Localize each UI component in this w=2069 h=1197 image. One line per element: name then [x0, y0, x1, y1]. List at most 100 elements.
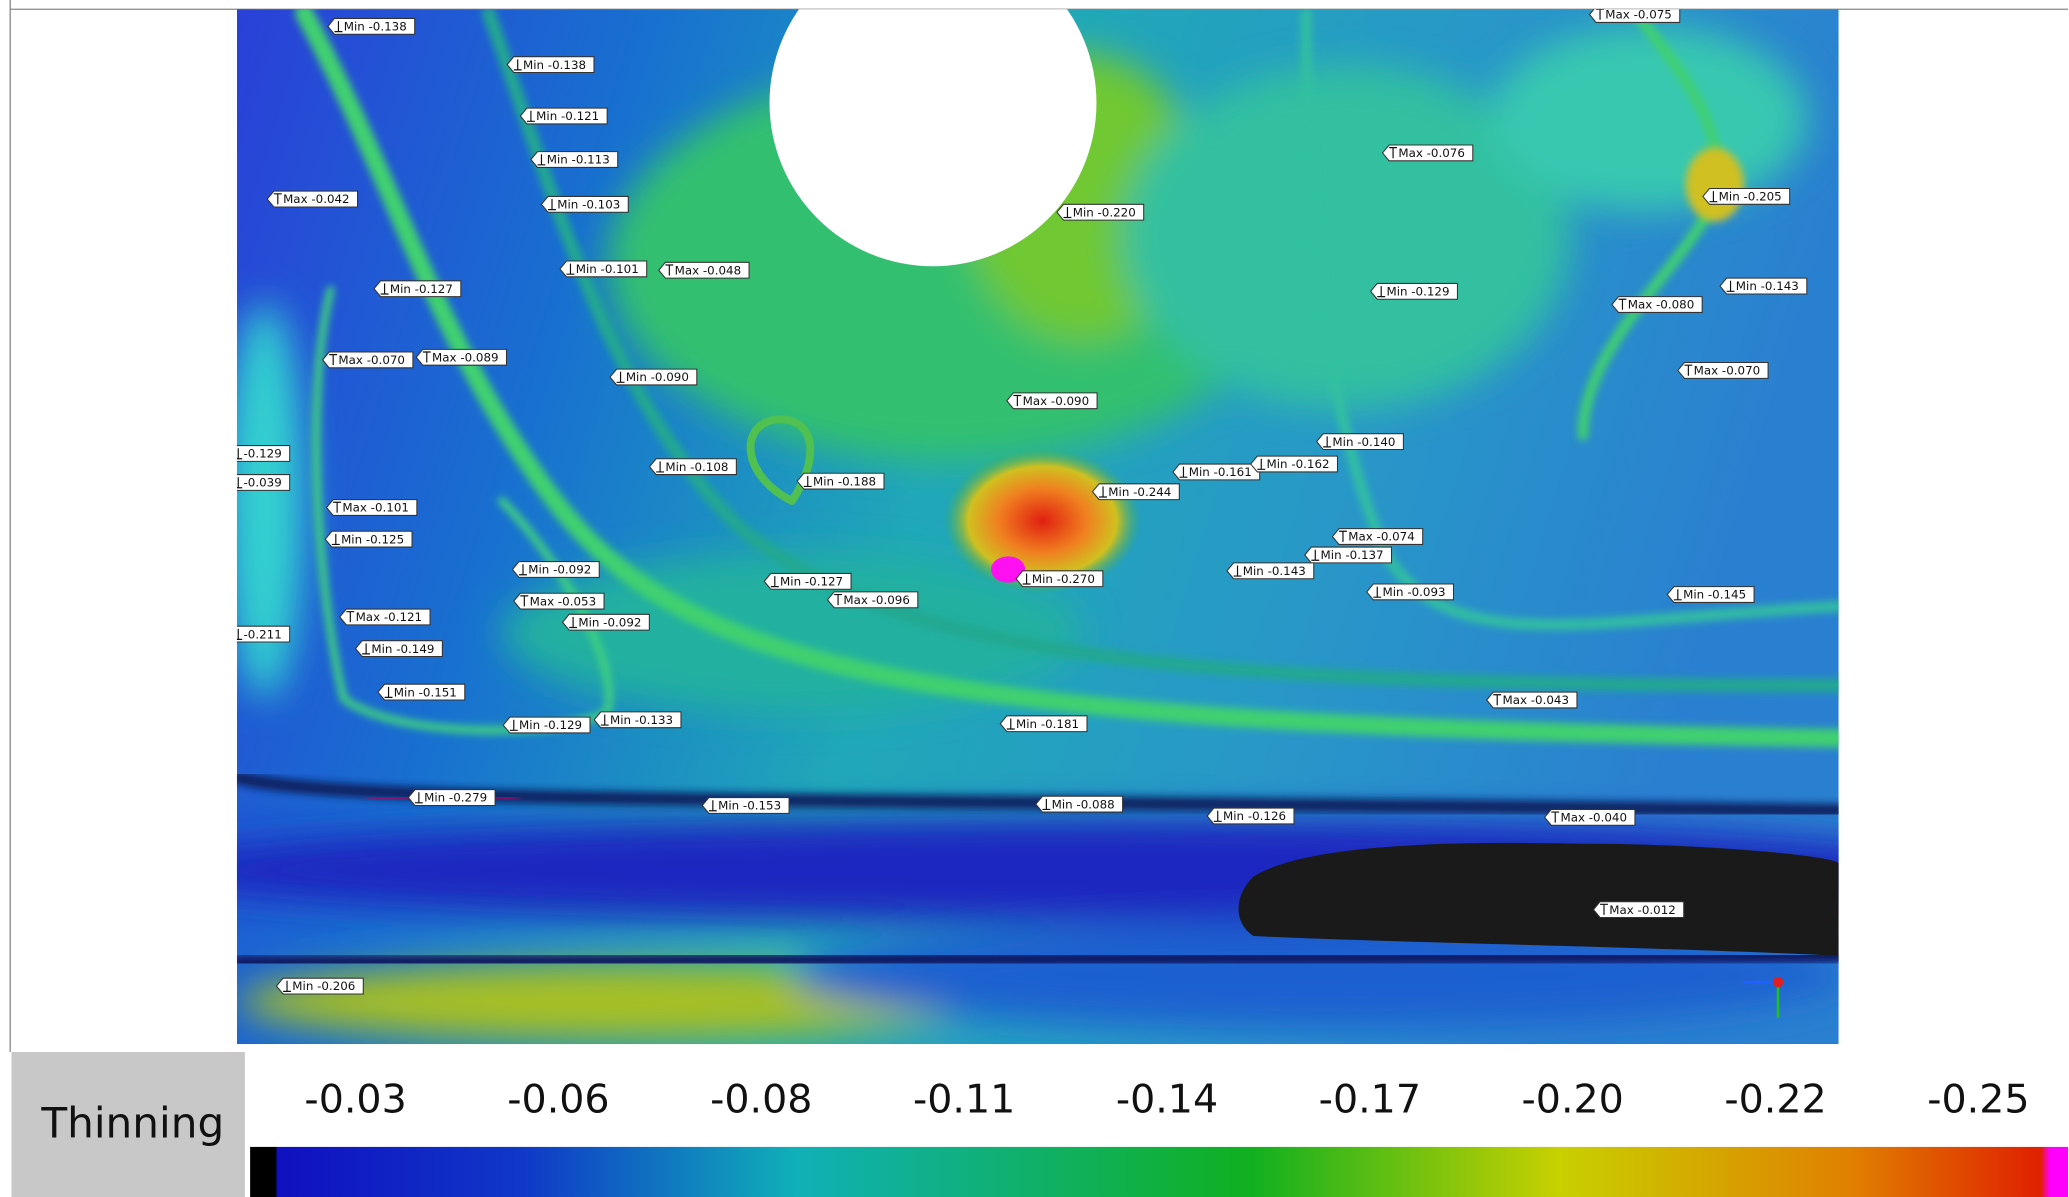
result-tag: Min -0.127 — [373, 280, 462, 298]
result-tag-text: Min -0.244 — [1108, 485, 1171, 499]
result-tag-box — [1015, 570, 1104, 588]
result-tag-icon — [803, 475, 812, 488]
result-tag: Min -0.162 — [1250, 455, 1339, 473]
result-tag-icon — [1389, 147, 1398, 159]
axis-triad — [1743, 976, 1784, 1018]
result-tag: -0.211 — [236, 625, 291, 643]
result-tag-text: Max -0.042 — [283, 192, 350, 206]
result-tag-box — [354, 640, 443, 658]
result-tag-box — [407, 789, 496, 806]
result-tag-box — [415, 348, 508, 366]
result-tag: Min -0.153 — [701, 797, 790, 814]
result-tag-text: Min -0.127 — [780, 575, 843, 589]
result-tag-text: Min -0.093 — [1383, 585, 1446, 599]
result-tag: Max -0.053 — [513, 592, 605, 610]
result-tag: Min -0.093 — [1366, 583, 1455, 601]
result-tag-box — [593, 711, 682, 729]
peak-spot — [990, 556, 1026, 583]
annotation-layer: Min -0.138 Min -0.138 Min -0.121 Min -0.113… — [236, 8, 1808, 995]
result-tag: Max -0.080 — [1611, 296, 1703, 313]
result-tag-text: Min -0.181 — [1016, 717, 1079, 731]
result-tag-text: Max -0.075 — [1605, 8, 1672, 22]
result-tag-icon — [519, 564, 527, 576]
result-tag-icon — [346, 611, 355, 623]
legend-title-box — [11, 1051, 245, 1197]
legend-tick-label: -0.20 — [1522, 1077, 1624, 1123]
result-tag: Min -0.138 — [506, 56, 595, 74]
result-tag-text: Max -0.040 — [1560, 810, 1627, 824]
result-tag-icon — [1709, 191, 1718, 203]
result-tag-box — [609, 368, 698, 386]
result-tag-box — [1381, 144, 1474, 162]
result-tag: Min -0.126 — [1206, 807, 1295, 825]
warm-spot — [1685, 147, 1744, 222]
result-tag-box — [1702, 187, 1791, 205]
result-tag: Min -0.244 — [1091, 483, 1180, 501]
result-tag-text: Max -0.053 — [530, 594, 597, 608]
result-tag-icon — [566, 263, 575, 275]
result-tag: Max -0.075 — [1588, 8, 1681, 23]
result-tag-text: Max -0.121 — [356, 610, 423, 624]
result-tag: -0.129 — [236, 445, 291, 462]
result-tag-text: Min -0.092 — [528, 563, 591, 577]
result-tag-box — [826, 591, 919, 609]
result-tag-box — [1091, 483, 1180, 501]
result-tag-box — [1719, 277, 1808, 295]
result-tag: Min -0.127 — [763, 572, 852, 590]
result-tag-icon — [334, 21, 343, 33]
result-tag-text: Max -0.012 — [1609, 903, 1676, 917]
legend-tick-label: -0.25 — [1927, 1077, 2029, 1123]
result-tag-box — [1226, 562, 1315, 580]
result-tag-box — [339, 608, 431, 626]
legend-tick-label: -0.22 — [1724, 1077, 1826, 1123]
result-tag-box — [236, 625, 291, 643]
result-tag-box — [513, 592, 605, 610]
result-tag: Min -0.140 — [1315, 433, 1404, 451]
color-bar — [250, 1146, 2069, 1197]
hot-spot — [943, 448, 1142, 594]
result-tag-icon — [283, 980, 291, 992]
result-tag-text: Max -0.076 — [1398, 146, 1465, 160]
result-tag-text: Max -0.070 — [338, 353, 405, 367]
result-tag-box — [1592, 901, 1685, 919]
result-tag-box — [701, 797, 790, 814]
result-tag-icon — [513, 59, 522, 71]
result-tag-text: Min -0.205 — [1719, 190, 1782, 204]
result-tag-icon — [236, 628, 243, 640]
result-tag-box — [373, 280, 462, 298]
result-tag-text: Min -0.151 — [394, 685, 457, 699]
result-tag-icon — [600, 714, 609, 726]
result-tag-text: Max -0.080 — [1628, 298, 1695, 312]
result-tag: Min -0.145 — [1666, 586, 1755, 603]
result-tag-text: Max -0.070 — [1694, 364, 1761, 378]
result-tag-icon — [1726, 280, 1735, 292]
result-tag-box — [1315, 433, 1404, 451]
result-tag-icon — [537, 154, 546, 166]
result-tag-box — [377, 683, 466, 701]
result-tag: Min -0.138 — [327, 17, 416, 35]
result-tag-text: Max -0.101 — [342, 501, 409, 515]
result-tag: Max -0.121 — [339, 608, 431, 626]
result-tag: Min -0.279 — [407, 789, 496, 806]
result-tag: Min -0.161 — [1172, 463, 1261, 481]
result-tag: Min -0.121 — [519, 107, 608, 125]
result-tag-text: Min -0.279 — [424, 791, 487, 805]
result-tag-text: Min -0.138 — [523, 58, 586, 72]
result-tag: Max -0.048 — [658, 261, 750, 279]
result-tag: -0.039 — [236, 474, 291, 491]
result-tag-icon — [414, 792, 423, 804]
result-tag-text: Min -0.140 — [1332, 435, 1395, 449]
result-tag-text: Min -0.149 — [371, 642, 434, 656]
result-tag-text: Min -0.101 — [576, 262, 639, 276]
result-tag-box — [1304, 546, 1393, 564]
result-tag: Max -0.042 — [266, 190, 359, 208]
result-tag-box — [1369, 282, 1458, 300]
result-tag-box — [559, 260, 648, 278]
result-tag-box — [325, 499, 418, 516]
result-tag-text: Min -0.143 — [1736, 279, 1799, 293]
legend-tick-label: -0.08 — [710, 1077, 812, 1123]
result-tag: Min -0.137 — [1304, 546, 1393, 564]
result-tag-box — [1206, 807, 1295, 825]
result-tag-box — [275, 977, 364, 995]
